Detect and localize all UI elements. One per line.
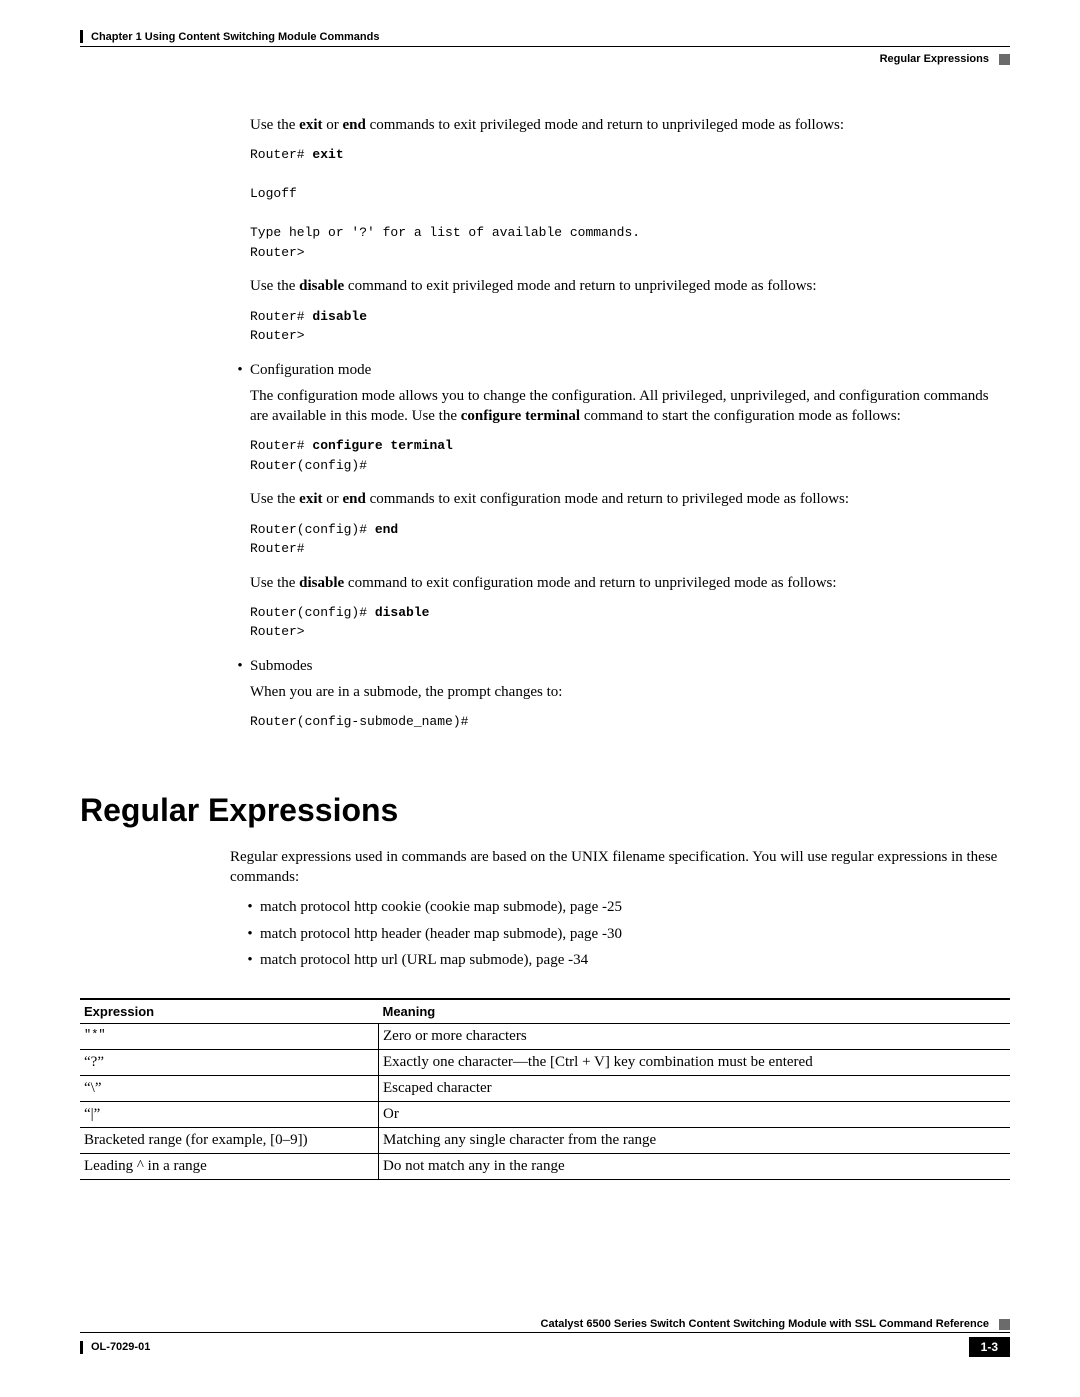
table-row: Bracketed range (for example, [0–9]) Mat… <box>80 1128 1010 1154</box>
para-config-mode-desc: The configuration mode allows you to cha… <box>250 386 1010 427</box>
code-block-disable2: Router(config)# disable Router> <box>250 603 1010 642</box>
code-block-submode: Router(config-submode_name)# <box>250 712 1010 732</box>
header-vbar <box>80 30 83 43</box>
para-exit-end-config: Use the exit or end commands to exit con… <box>250 489 1010 509</box>
bullet-dot-icon: • <box>240 897 260 917</box>
footer-docnum-group: OL-7029-01 <box>80 1341 150 1354</box>
table-header-row: Expression Meaning <box>80 999 1010 1024</box>
table-cell: Bracketed range (for example, [0–9]) <box>80 1128 379 1154</box>
bullet-text: match protocol http url (URL map submode… <box>260 950 1010 970</box>
section-heading-regex: Regular Expressions <box>80 792 1010 829</box>
table-row: “\” Escaped character <box>80 1076 1010 1102</box>
header-square-icon <box>999 54 1010 65</box>
footer-title: Catalyst 6500 Series Switch Content Swit… <box>541 1318 989 1330</box>
code-block-exit: Router# exit Logoff Type help or '?' for… <box>250 145 1010 262</box>
body-content: Use the exit or end commands to exit pri… <box>250 115 1010 732</box>
code-block-configure-terminal: Router# configure terminal Router(config… <box>250 436 1010 475</box>
table-cell: Do not match any in the range <box>379 1154 1011 1180</box>
regex-bullet-2: • match protocol http header (header map… <box>240 924 1010 944</box>
table-header-meaning: Meaning <box>379 999 1011 1024</box>
table-row: Leading ^ in a range Do not match any in… <box>80 1154 1010 1180</box>
bullet-dot-icon: • <box>240 924 260 944</box>
table-cell: Matching any single character from the r… <box>379 1128 1011 1154</box>
regex-intro: Regular expressions used in commands are… <box>230 847 1010 970</box>
header-section-row: Regular Expressions <box>80 53 1010 65</box>
bullet-dot-icon: • <box>230 656 250 676</box>
header-section-text: Regular Expressions <box>880 53 989 65</box>
table-cell: "*" <box>80 1024 379 1050</box>
table-cell: “|” <box>80 1102 379 1128</box>
regex-table: Expression Meaning "*" Zero or more char… <box>80 998 1010 1180</box>
footer-square-icon <box>999 1319 1010 1330</box>
footer-title-row: Catalyst 6500 Series Switch Content Swit… <box>80 1318 1010 1333</box>
table-cell: “?” <box>80 1050 379 1076</box>
bullet-submodes: • Submodes <box>230 656 1010 676</box>
regex-intro-para: Regular expressions used in commands are… <box>230 847 1010 888</box>
bullet-text: Configuration mode <box>250 360 1010 380</box>
code-block-end: Router(config)# end Router# <box>250 520 1010 559</box>
footer-docnum: OL-7029-01 <box>91 1341 150 1353</box>
bullet-text: match protocol http header (header map s… <box>260 924 1010 944</box>
page-footer: Catalyst 6500 Series Switch Content Swit… <box>80 1318 1010 1357</box>
table-row: “?” Exactly one character—the [Ctrl + V]… <box>80 1050 1010 1076</box>
para-submode: When you are in a submode, the prompt ch… <box>250 682 1010 702</box>
bullet-text: match protocol http cookie (cookie map s… <box>260 897 1010 917</box>
table-cell: Exactly one character—the [Ctrl + V] key… <box>379 1050 1011 1076</box>
table-cell: “\” <box>80 1076 379 1102</box>
code-block-disable: Router# disable Router> <box>250 307 1010 346</box>
table-cell: Escaped character <box>379 1076 1011 1102</box>
table-cell: Or <box>379 1102 1011 1128</box>
header-chapter-text: Chapter 1 Using Content Switching Module… <box>91 31 379 43</box>
page: Chapter 1 Using Content Switching Module… <box>0 0 1080 1397</box>
para-disable-config: Use the disable command to exit configur… <box>250 573 1010 593</box>
table-row: "*" Zero or more characters <box>80 1024 1010 1050</box>
para-disable-privileged: Use the disable command to exit privileg… <box>250 276 1010 296</box>
table-header-expression: Expression <box>80 999 379 1024</box>
table-cell: Leading ^ in a range <box>80 1154 379 1180</box>
header-chapter-row: Chapter 1 Using Content Switching Module… <box>80 30 1010 43</box>
header-rule <box>80 46 1010 47</box>
para-exit-end-privileged: Use the exit or end commands to exit pri… <box>250 115 1010 135</box>
footer-page-number: 1-3 <box>969 1337 1010 1357</box>
regex-bullet-1: • match protocol http cookie (cookie map… <box>240 897 1010 917</box>
footer-vbar <box>80 1341 83 1354</box>
table-cell: Zero or more characters <box>379 1024 1011 1050</box>
bullet-text: Submodes <box>250 656 1010 676</box>
bullet-config-mode: • Configuration mode <box>230 360 1010 380</box>
table-row: “|” Or <box>80 1102 1010 1128</box>
bullet-dot-icon: • <box>240 950 260 970</box>
regex-bullet-3: • match protocol http url (URL map submo… <box>240 950 1010 970</box>
footer-bottom-row: OL-7029-01 1-3 <box>80 1337 1010 1357</box>
bullet-dot-icon: • <box>230 360 250 380</box>
